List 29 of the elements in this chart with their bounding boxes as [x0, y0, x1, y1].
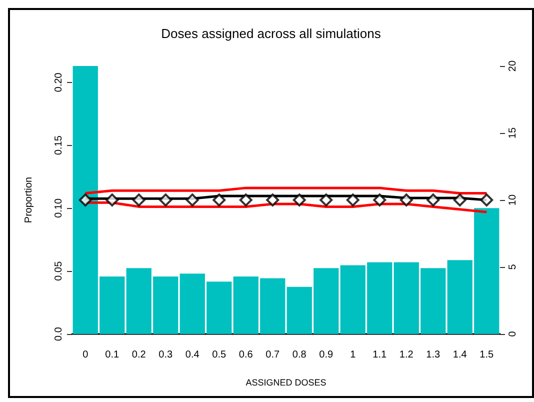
x-tick-label: 0.2 — [132, 350, 146, 360]
x-tick-label: 0.5 — [212, 350, 227, 360]
x-tick-label: 0.8 — [292, 350, 307, 360]
y-tick-label: 0.05 — [54, 260, 64, 281]
x-tick-label: 0.7 — [266, 350, 280, 360]
y2-tick-label: 5 — [508, 264, 518, 270]
y-tick-label: 0.15 — [54, 135, 64, 155]
x-tick-label: 1.5 — [480, 350, 494, 360]
x-tick-label: 1.3 — [426, 350, 441, 360]
x-tick-label: 1 — [350, 350, 356, 360]
y-tick-label: 0.20 — [54, 72, 64, 92]
x-tick-label: 0 — [82, 350, 89, 360]
x-tick-label: 0.9 — [319, 350, 334, 360]
y2-tick-label: 20 — [508, 60, 518, 72]
x-axis-title: ASSIGNED DOSES — [246, 378, 326, 388]
y2-tick-label: 15 — [508, 127, 518, 139]
x-tick-label: 1.4 — [452, 350, 468, 360]
y2-tick-label: 10 — [508, 194, 518, 206]
x-tick-label: 0.6 — [238, 350, 254, 360]
x-tick-label: 0.3 — [158, 350, 174, 360]
y-tick-label: 0.0 — [54, 326, 64, 341]
y-tick-label: 0.10 — [54, 198, 64, 218]
chart-title: Doses assigned across all simulations — [161, 26, 382, 41]
y-axis-title: Proportion — [24, 176, 34, 224]
x-tick-label: 1.2 — [399, 350, 414, 360]
x-tick-label: 1.1 — [372, 350, 388, 360]
x-tick-label: 0.1 — [105, 350, 120, 360]
y2-tick-label: 0 — [508, 330, 518, 337]
x-tick-label: 0.4 — [185, 350, 200, 360]
